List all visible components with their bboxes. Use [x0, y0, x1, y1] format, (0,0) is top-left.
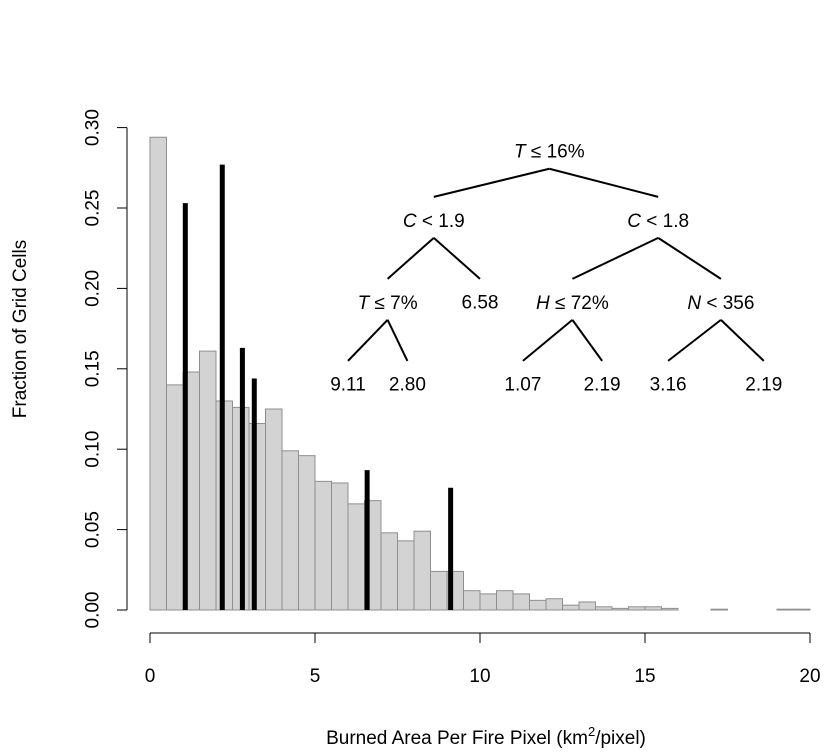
- tree-edge: [571, 319, 603, 362]
- tree-edge: [549, 167, 659, 198]
- tree-leaf-label: 2.19: [584, 374, 621, 395]
- histogram-bar: [793, 608, 811, 611]
- tree-split-variable: C: [403, 210, 417, 231]
- y-tick-label: 0.00: [83, 592, 104, 629]
- tree-split-condition: ≤ 7%: [369, 292, 418, 313]
- y-tick-label: 0.05: [83, 511, 104, 548]
- x-axis: 0 5 10 15 20: [145, 632, 821, 687]
- histogram-bar: [661, 607, 679, 611]
- y-tick-label: 0.15: [83, 350, 104, 387]
- y-tick-label: 0.30: [83, 109, 104, 146]
- x-tick-label: 15: [634, 666, 655, 687]
- tree-edge: [386, 237, 435, 280]
- y-tick-label: 0.25: [83, 190, 104, 227]
- tree-edge: [386, 319, 409, 362]
- tree-edge: [433, 167, 550, 198]
- tree-split-label: C < 1.8: [627, 210, 689, 231]
- tree-split-label: T ≤ 7%: [358, 292, 418, 313]
- histogram-bar: [644, 606, 662, 611]
- histogram-bar: [463, 590, 481, 611]
- x-tick-label: 20: [799, 666, 820, 687]
- tree-edge: [720, 319, 765, 362]
- tree-edge: [667, 319, 722, 362]
- tree-edge: [657, 237, 722, 280]
- y-axis: 0.00 0.05 0.10 0.15 0.20 0.25 0.30: [83, 109, 128, 628]
- tree-leaf-label: 2.19: [745, 374, 782, 395]
- histogram-bar: [298, 455, 316, 611]
- tree-split-variable: C: [627, 210, 641, 231]
- x-tick-label: 5: [310, 666, 321, 687]
- histogram-bar: [149, 136, 167, 611]
- tree-split-condition: ≤ 16%: [526, 141, 585, 162]
- tree-split-condition: < 1.9: [417, 210, 465, 231]
- tree-leaf-label: 2.80: [389, 374, 426, 395]
- histogram-bar: [578, 601, 596, 611]
- histogram-bar: [496, 590, 514, 611]
- histogram-bar: [199, 350, 217, 611]
- histogram-bar: [314, 480, 332, 611]
- decision-tree: T ≤ 16%C < 1.9 C < 1.8T ≤ 7% 6.58 H ≤ 72% N …: [330, 141, 782, 395]
- tree-split-label: C < 1.9: [403, 210, 465, 231]
- histogram-bar: [265, 408, 283, 611]
- histogram-bar: [479, 593, 497, 611]
- histogram-bar: [397, 540, 415, 611]
- histogram-bar: [281, 450, 299, 611]
- histogram-bar: [430, 570, 448, 611]
- tree-leaf-label: 3.16: [650, 374, 687, 395]
- tree-edge: [522, 319, 574, 362]
- y-tick-label: 0.20: [83, 270, 104, 307]
- leaf-value-bars: [182, 164, 454, 610]
- x-axis-title-main: Burned Area Per Fire Pixel (km: [326, 728, 588, 749]
- histogram-bar: [611, 607, 629, 611]
- histogram-bar: [545, 598, 563, 611]
- histogram-bar: [380, 532, 398, 611]
- tree-split-label: T ≤ 16%: [514, 141, 585, 162]
- tree-leaf-label: 1.07: [504, 374, 541, 395]
- x-axis-title-tail: /pixel): [595, 728, 646, 749]
- tree-split-variable: H: [536, 292, 550, 313]
- histogram-bar: [562, 604, 580, 611]
- tree-split-condition: < 1.8: [641, 210, 689, 231]
- tree-edge: [347, 319, 389, 362]
- tree-split-label: H ≤ 72%: [536, 292, 609, 313]
- tree-edge: [571, 236, 659, 280]
- tree-edge: [433, 237, 481, 280]
- histogram-bar: [248, 422, 266, 611]
- histogram-bar: [628, 606, 646, 611]
- tree-split-variable: N: [687, 292, 701, 313]
- histogram-bars: [149, 136, 811, 611]
- histogram-bar: [347, 503, 365, 611]
- tree-leaf-label: 9.11: [330, 374, 366, 395]
- histogram-bar: [512, 593, 530, 611]
- x-axis-title: Burned Area Per Fire Pixel (km2/pixel): [326, 724, 646, 749]
- y-axis-title: Fraction of Grid Cells: [10, 240, 31, 418]
- histogram-bar: [413, 530, 431, 611]
- x-axis-title-superscript: 2: [588, 724, 595, 739]
- tree-leaf-label: 6.58: [462, 292, 499, 313]
- histogram-bar: [529, 599, 547, 611]
- histogram-bar: [331, 482, 349, 611]
- tree-split-condition: ≤ 72%: [550, 292, 609, 313]
- tree-split-variable: T: [514, 141, 527, 162]
- histogram-bar: [710, 608, 728, 611]
- tree-split-label: N < 356: [687, 292, 754, 313]
- tree-split-variable: T: [358, 292, 371, 313]
- y-tick-label: 0.10: [83, 431, 104, 468]
- x-tick-label: 10: [469, 666, 490, 687]
- histogram-bar: [595, 606, 613, 611]
- histogram-bar: [166, 384, 184, 611]
- tree-split-condition: < 356: [701, 292, 754, 313]
- histogram-bar: [776, 608, 794, 611]
- x-tick-label: 0: [145, 666, 156, 687]
